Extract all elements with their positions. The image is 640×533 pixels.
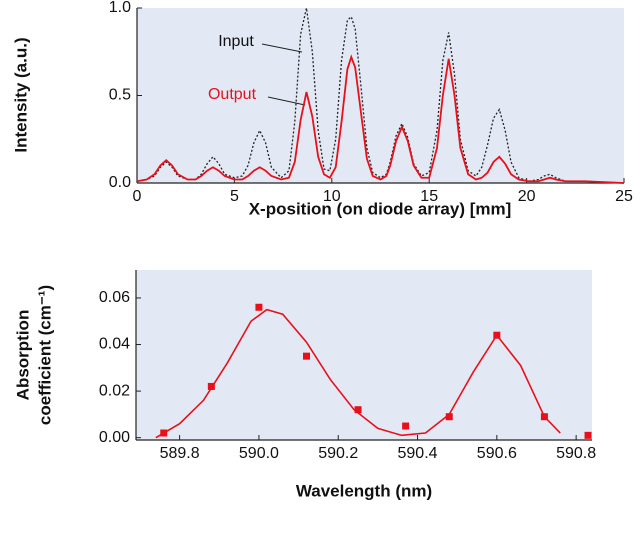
- x-tick-label: 589.8: [160, 445, 200, 462]
- data-point: [445, 413, 453, 421]
- series-line: [136, 54, 625, 184]
- data-point: [354, 406, 362, 414]
- x-axis-label: Wavelength (nm): [296, 481, 432, 500]
- x-tick-label: 590.8: [556, 445, 596, 462]
- y-tick-label: 0.02: [99, 382, 130, 399]
- x-tick-label: 590.2: [318, 445, 358, 462]
- data-point: [584, 431, 592, 439]
- leader-line: [261, 43, 303, 53]
- y-axis-label: coefficient (cm⁻¹): [35, 285, 54, 425]
- x-axis-label: X-position (on diode array) [mm]: [249, 199, 512, 218]
- leader-line: [267, 96, 306, 106]
- x-tick-label: 0: [133, 188, 142, 205]
- x-tick-label: 590.6: [477, 445, 517, 462]
- x-tick-label: 590.0: [239, 445, 279, 462]
- y-tick-label: 0.06: [99, 289, 130, 306]
- plot-background: [137, 8, 624, 183]
- fit-curve: [155, 308, 561, 439]
- y-tick-label: 1.0: [109, 0, 131, 16]
- x-tick-label: 20: [518, 188, 536, 205]
- y-tick-label: 0.00: [99, 429, 130, 446]
- x-tick-label: 5: [230, 188, 239, 205]
- y-tick-label: 0.5: [109, 87, 131, 104]
- data-point: [402, 422, 410, 430]
- data-point: [207, 382, 215, 390]
- series-line: [136, 7, 625, 184]
- data-point: [303, 352, 311, 360]
- y-tick-label: 0.04: [99, 336, 130, 353]
- x-tick-label: 15: [420, 188, 438, 205]
- annotation: Output: [208, 86, 257, 103]
- y-axis-label: Intensity (a.u.): [11, 37, 30, 152]
- y-axis-label: Absorption: [13, 310, 32, 401]
- x-tick-label: 590.4: [398, 445, 438, 462]
- data-point: [255, 303, 263, 311]
- x-tick-label: 25: [615, 188, 633, 205]
- plot-background: [136, 270, 592, 440]
- y-tick-label: 0.0: [109, 174, 131, 191]
- annotation: Input: [218, 33, 254, 50]
- x-tick-label: 10: [323, 188, 341, 205]
